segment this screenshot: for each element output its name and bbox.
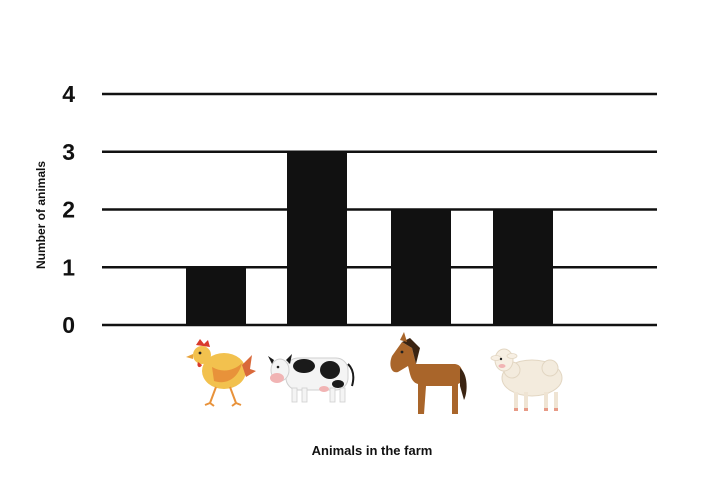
y-tick-label: 4 (62, 81, 75, 107)
y-tick-label: 1 (62, 254, 75, 280)
bars (186, 151, 553, 325)
chicken-icon (186, 339, 256, 407)
y-tick-label: 0 (62, 312, 75, 338)
y-tick-labels: 0 1 2 3 4 (62, 81, 75, 338)
y-tick-label: 3 (62, 139, 75, 165)
horse-icon (390, 332, 467, 414)
bar-cow (287, 151, 347, 325)
y-axis-label: Number of animals (34, 161, 48, 269)
sheep-icon (490, 348, 563, 411)
bar-sheep (493, 209, 553, 325)
bar-chicken (186, 267, 246, 325)
x-axis-label: Animals in the farm (312, 443, 433, 458)
bar-horse (391, 209, 451, 325)
gridlines (102, 92, 657, 327)
y-tick-label: 2 (62, 197, 75, 223)
cow-icon (268, 354, 355, 403)
